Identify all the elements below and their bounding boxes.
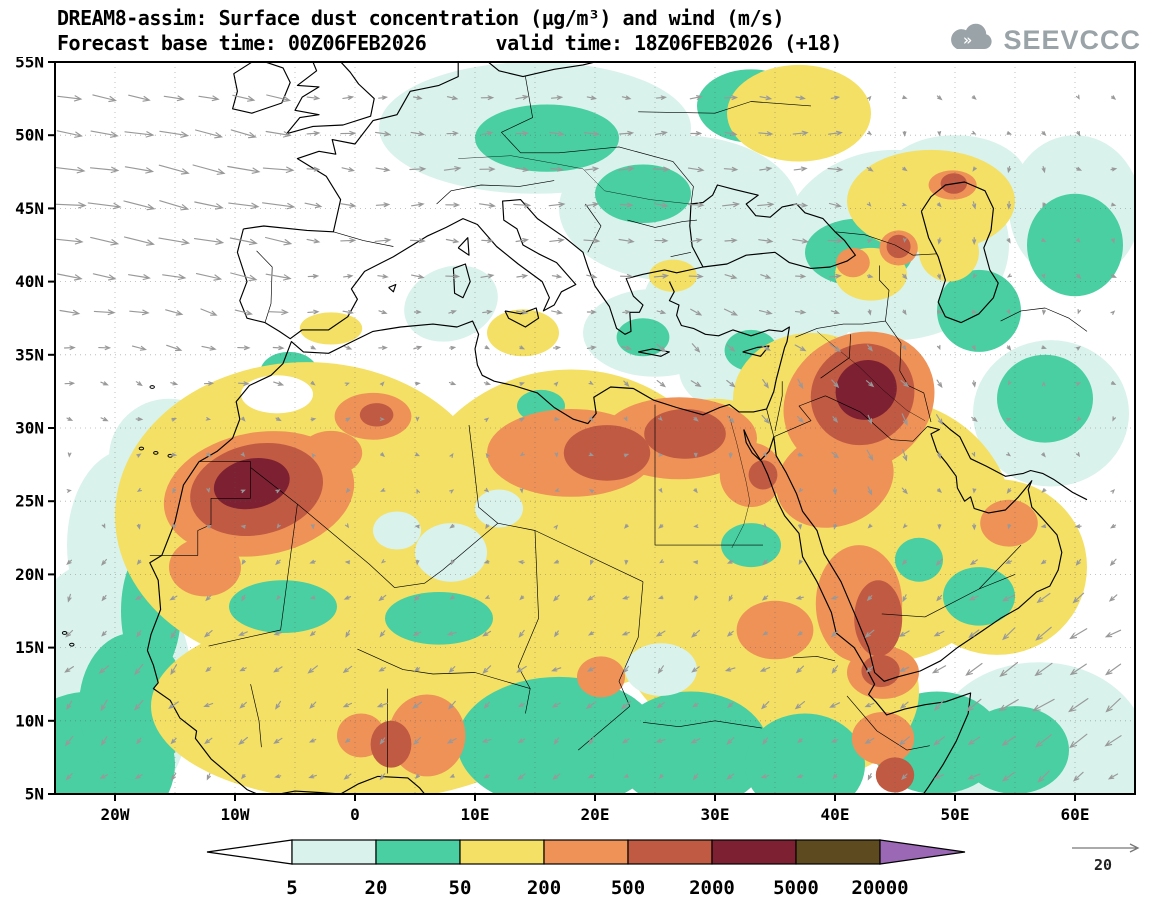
logo-text: SEEVCCC bbox=[1003, 24, 1141, 55]
lon-tick-label: 10W bbox=[221, 805, 250, 824]
lat-tick-label: 30N bbox=[15, 419, 44, 438]
colorbar-level-label: 500 bbox=[611, 877, 645, 899]
lon-tick-label: 60E bbox=[1061, 805, 1090, 824]
lon-tick-label: 30E bbox=[701, 805, 730, 824]
lat-tick-label: 35N bbox=[15, 345, 44, 364]
lat-tick-label: 45N bbox=[15, 199, 44, 218]
lon-tick-label: 20W bbox=[101, 805, 130, 824]
lat-tick-label: 5N bbox=[25, 785, 44, 804]
colorbar-level-label: 20000 bbox=[851, 877, 908, 899]
dust-fill-layer bbox=[7, 62, 1147, 832]
svg-text:»: » bbox=[963, 31, 972, 49]
lon-tick-label: 50E bbox=[941, 805, 970, 824]
cloud-icon: » bbox=[945, 22, 997, 58]
lon-tick-label: 40E bbox=[821, 805, 850, 824]
lat-tick-label: 55N bbox=[15, 57, 44, 72]
wind-reference-label: 20 bbox=[1094, 856, 1112, 874]
colorbar-svg: 5 20 50 200 500 2000 5000 20000 20 bbox=[206, 839, 1140, 899]
country-borders bbox=[149, 76, 1088, 774]
colorbar: 5 20 50 200 500 2000 5000 20000 bbox=[206, 839, 966, 899]
lon-tick-label: 10E bbox=[461, 805, 490, 824]
lat-tick-label: 50N bbox=[15, 126, 44, 145]
coastlines bbox=[146, 58, 1088, 801]
seevccc-logo: » SEEVCCC bbox=[945, 22, 1141, 58]
wind-reference: 20 bbox=[1072, 843, 1140, 874]
lon-tick-label: 0 bbox=[350, 805, 360, 824]
lat-tick-label: 10N bbox=[15, 711, 44, 730]
lon-tick-label: 20E bbox=[581, 805, 610, 824]
lat-tick-label: 25N bbox=[15, 492, 44, 511]
wind-arrows bbox=[53, 94, 1122, 783]
chart-title: DREAM8-assim: Surface dust concentration… bbox=[57, 6, 785, 30]
colorbar-level-label: 5 bbox=[286, 877, 297, 899]
colorbar-level-label: 200 bbox=[527, 877, 561, 899]
lat-tick-label: 15N bbox=[15, 638, 44, 657]
axes: 20W 10W 0 10E 20E 30E 40E 50E 60E 55N 50N 45N 40N 35N… bbox=[15, 57, 1136, 824]
lat-tick-label: 20N bbox=[15, 565, 44, 584]
margin-mask bbox=[0, 57, 1165, 832]
chart-subtitle: Forecast base time: 00Z06FEB2026 valid t… bbox=[57, 31, 842, 55]
colorbar-level-label: 50 bbox=[449, 877, 472, 899]
rivers bbox=[458, 155, 926, 549]
colorbar-level-label: 2000 bbox=[689, 877, 735, 899]
lat-tick-label: 40N bbox=[15, 272, 44, 291]
map-svg: 20W 10W 0 10E 20E 30E 40E 50E 60E 55N 50N 45N 40N 35N… bbox=[0, 57, 1165, 832]
colorbar-level-label: 5000 bbox=[773, 877, 819, 899]
colorbar-level-label: 20 bbox=[365, 877, 388, 899]
